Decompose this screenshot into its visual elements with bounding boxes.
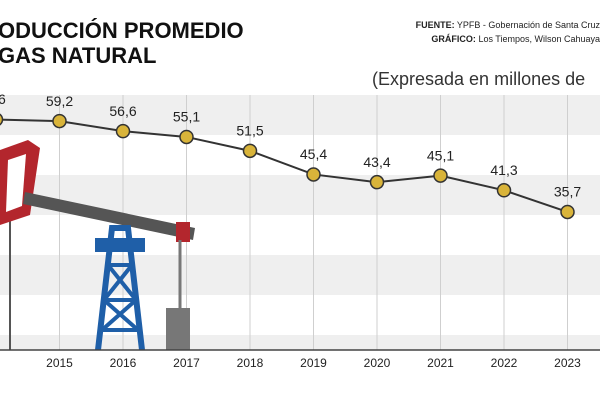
- title-line: GAS NATURAL: [0, 43, 156, 68]
- tower: [95, 225, 145, 351]
- x-tick-label: 2019: [300, 356, 327, 370]
- data-point: [115, 123, 131, 139]
- beam-end: [176, 222, 190, 242]
- data-point: [52, 113, 67, 129]
- counterweight: [166, 308, 190, 350]
- x-tick-label: 2022: [491, 356, 518, 370]
- x-tick-label: 2017: [173, 356, 200, 370]
- stripe: [0, 95, 600, 135]
- value-label: 59,2: [46, 93, 73, 109]
- value-label: 45,4: [300, 146, 327, 162]
- credit: GRÁFICO: Los Tiempos, Wilson Cahuaya: [431, 34, 600, 44]
- x-tick-label: 2021: [427, 356, 454, 370]
- value-label: 9,6: [0, 91, 6, 107]
- value-label: 35,7: [554, 184, 581, 200]
- stripe: [0, 255, 600, 295]
- source-label: FUENTE:: [416, 20, 455, 30]
- data-point: [0, 113, 4, 126]
- stripes: [0, 95, 600, 350]
- x-tick-label: 2018: [237, 356, 264, 370]
- value-label: 45,1: [427, 147, 454, 163]
- data-point: [433, 168, 448, 183]
- x-tick-label: 2020: [364, 356, 391, 370]
- data-point: [242, 143, 258, 159]
- subtitle: (Expresada en millones de: [372, 69, 585, 89]
- x-tick-label: 2015: [46, 356, 73, 370]
- x-tick-label: 2016: [110, 356, 137, 370]
- x-tick-label: 2023: [554, 356, 581, 370]
- value-label: 55,1: [173, 109, 200, 125]
- source: FUENTE: YPFB - Gobernación de Santa Cruz: [416, 20, 600, 30]
- beam: [23, 192, 195, 240]
- credit-text: Los Tiempos, Wilson Cahuaya: [478, 34, 600, 44]
- value-label: 43,4: [363, 154, 390, 170]
- pump-jack: [0, 140, 195, 351]
- data-point: [369, 174, 385, 190]
- tower-bracing: [100, 263, 140, 332]
- data-point: [306, 167, 321, 182]
- value-label: 51,5: [236, 123, 263, 139]
- data-point: [179, 129, 194, 145]
- data-point: [560, 204, 575, 220]
- plot: 42015201620172018201920202021202220239,6…: [0, 91, 581, 370]
- source-text: YPFB - Gobernación de Santa Cruz: [457, 20, 600, 30]
- value-label: 41,3: [490, 162, 517, 178]
- title-line: ODUCCIÓN PROMEDIO: [0, 18, 244, 43]
- data-line: [0, 118, 568, 213]
- value-label: 56,6: [109, 103, 136, 119]
- horse-head-inner: [6, 154, 26, 212]
- data-point: [496, 183, 512, 198]
- stripe: [0, 335, 600, 350]
- credit-label: GRÁFICO:: [431, 34, 476, 44]
- tower-top: [95, 238, 145, 252]
